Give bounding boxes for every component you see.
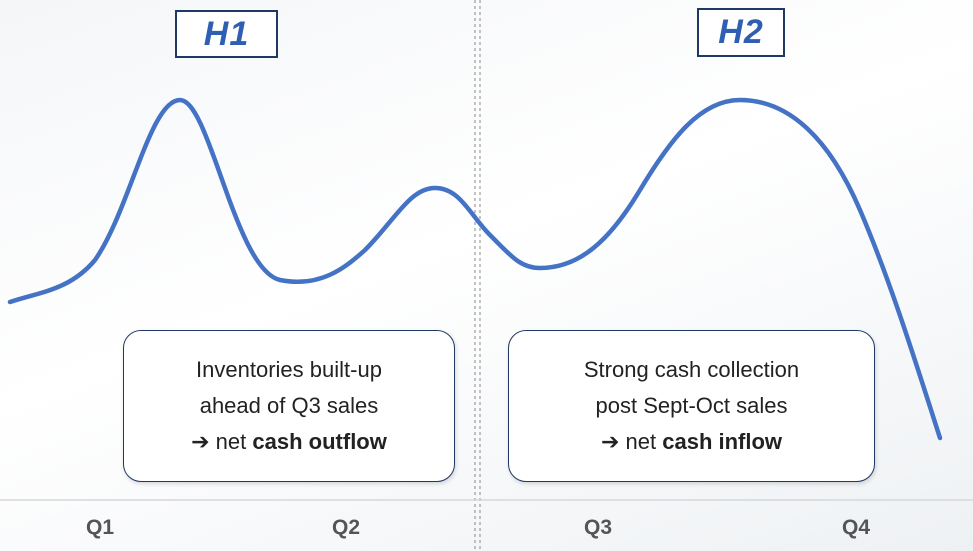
cash-curve xyxy=(7,97,943,441)
prefix: ➔ net xyxy=(600,429,657,454)
note-line: Inventories built-up xyxy=(196,357,382,382)
half-label: H2 xyxy=(697,8,785,57)
note-conclusion: ➔ net cash outflow xyxy=(191,424,387,460)
prefix: ➔ net xyxy=(191,429,247,454)
quarter-label: Q4 xyxy=(841,516,871,539)
quarter-label: Q3 xyxy=(583,516,613,539)
emphasis: cash inflow xyxy=(662,429,783,454)
half-label: H1 xyxy=(175,10,278,58)
note-box: Inventories built-up ahead of Q3 sales ➔… xyxy=(123,330,455,482)
note-line: ahead of Q3 sales xyxy=(199,393,379,418)
quarter-label: Q2 xyxy=(331,516,361,539)
emphasis: cash outflow xyxy=(252,429,387,454)
note-conclusion: ➔ net cash inflow xyxy=(601,424,782,460)
note-line: Strong cash collection xyxy=(583,357,800,382)
note-box: Strong cash collection post Sept-Oct sal… xyxy=(508,330,875,482)
note-line: post Sept-Oct sales xyxy=(595,393,788,418)
quarter-label: Q1 xyxy=(85,516,115,539)
